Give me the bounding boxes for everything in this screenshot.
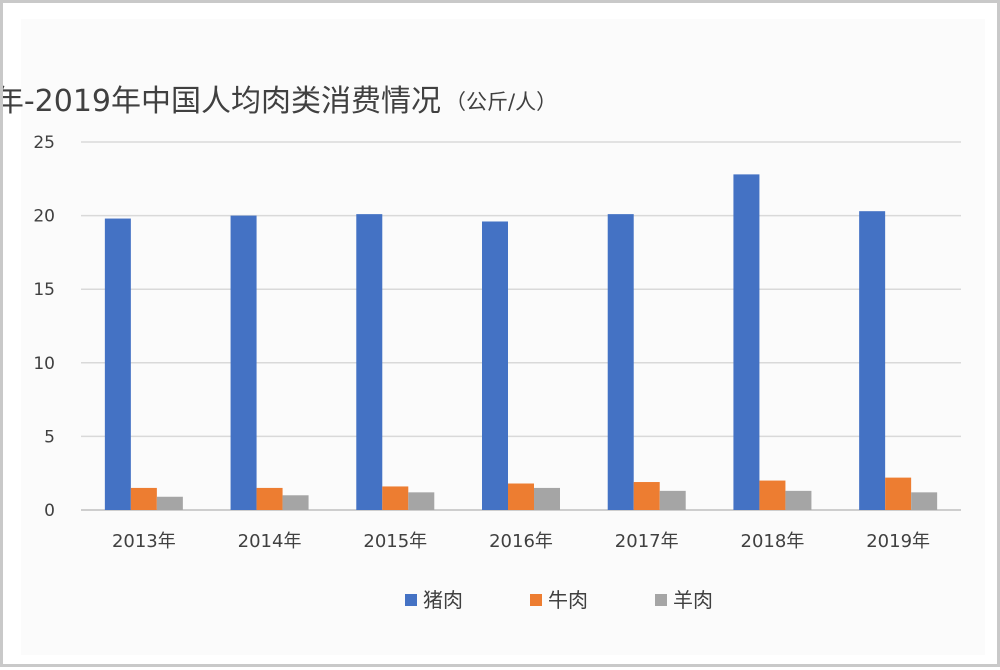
y-tick-label: 5: [44, 427, 55, 447]
bar-pork: [607, 214, 634, 511]
y-tick-label: 0: [44, 501, 55, 521]
bar-beef: [256, 487, 283, 510]
x-tick-label: 2015年: [363, 531, 427, 552]
bar-pork: [356, 214, 383, 511]
x-tick-label: 2018年: [741, 531, 805, 552]
legend-label: 猪肉: [423, 588, 463, 612]
bar-beef: [130, 487, 157, 510]
x-tick-label: 2017年: [615, 531, 679, 552]
bar-beef: [759, 480, 786, 510]
legend-swatch: [655, 594, 667, 606]
legend: 猪肉 牛肉 羊肉: [405, 588, 713, 612]
x-tick-label: 2014年: [238, 531, 302, 552]
y-axis-ticks: 0 5 10 15 20 25: [33, 133, 55, 521]
bar-mutton: [659, 490, 686, 510]
bar-pork: [104, 218, 131, 510]
x-tick-label: 2013年: [112, 531, 176, 552]
y-tick-label: 25: [33, 133, 55, 153]
bar-mutton: [282, 495, 309, 510]
x-tick-label: 2016年: [489, 531, 553, 552]
bar-beef: [382, 486, 409, 510]
bar-mutton: [156, 496, 183, 510]
bar-mutton: [534, 487, 560, 510]
gridlines: [81, 141, 961, 511]
chart-title-unit: （公斤/人）: [445, 90, 557, 114]
legend-label: 牛肉: [548, 588, 588, 612]
y-tick-label: 15: [33, 280, 55, 300]
bar-mutton: [408, 492, 435, 510]
x-axis-ticks: 2013年 2014年 2015年 2016年 2017年 2018年 2019年: [112, 531, 930, 552]
bar-pork: [482, 221, 508, 510]
legend-label: 羊肉: [673, 588, 713, 612]
bar-chart: 2013年-2019年中国人均肉类消费情况 （公斤/人） 0510152025 …: [3, 84, 961, 612]
bar-pork: [733, 174, 760, 510]
y-tick-label: 20: [33, 207, 55, 227]
bar-mutton: [911, 492, 938, 510]
legend-swatch: [530, 594, 542, 606]
chart-title: 2013年-2019年中国人均肉类消费情况: [3, 84, 441, 119]
bar-mutton: [785, 490, 812, 510]
bars: [104, 174, 938, 511]
bar-beef: [885, 477, 912, 510]
legend-swatch: [405, 594, 417, 606]
bar-beef: [508, 483, 534, 510]
bar-pork: [859, 211, 886, 510]
x-tick-label: 2019年: [866, 531, 930, 552]
bar-pork: [230, 215, 257, 510]
bar-beef: [633, 482, 660, 510]
y-tick-label: 10: [33, 354, 55, 374]
